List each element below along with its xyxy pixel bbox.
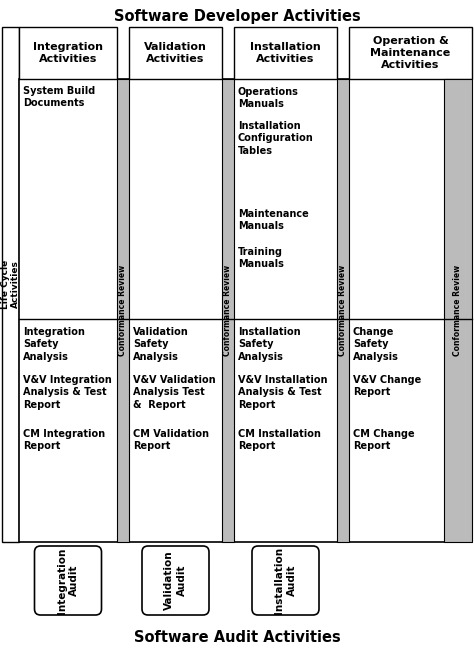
Text: CM Validation
Report: CM Validation Report [133, 429, 209, 451]
Bar [19, 27, 117, 79]
Text: Validation
Audit: Validation Audit [164, 551, 187, 610]
Text: Validation
Activities: Validation Activities [144, 42, 207, 64]
Text: Conformance Review: Conformance Review [224, 265, 233, 356]
Bar [349, 27, 472, 79]
Bar [2, 27, 19, 542]
Text: Life Cycle
Activities: Life Cycle Activities [1, 260, 20, 309]
Text: Installation
Audit: Installation Audit [274, 547, 297, 614]
Text: Installation
Activities: Installation Activities [250, 42, 321, 64]
Bar [234, 27, 337, 79]
Text: Operations
Manuals: Operations Manuals [238, 87, 299, 110]
Text: Integration
Activities: Integration Activities [33, 42, 103, 64]
Bar [337, 79, 349, 542]
FancyBboxPatch shape [252, 546, 319, 615]
Text: V&V Integration
Analysis & Test
Report: V&V Integration Analysis & Test Report [23, 375, 112, 410]
Text: V&V Change
Report: V&V Change Report [353, 375, 421, 398]
Text: Change
Safety
Analysis: Change Safety Analysis [353, 327, 399, 362]
Text: V&V Validation
Analysis Test
&  Report: V&V Validation Analysis Test & Report [133, 375, 216, 410]
Text: CM Integration
Report: CM Integration Report [23, 429, 105, 451]
Bar [19, 79, 472, 542]
Text: Conformance Review: Conformance Review [338, 265, 347, 356]
Text: Operation &
Maintenance
Activities: Operation & Maintenance Activities [370, 36, 451, 70]
Text: Installation
Configuration
Tables: Installation Configuration Tables [238, 121, 314, 156]
Text: Installation
Safety
Analysis: Installation Safety Analysis [238, 327, 301, 362]
Text: V&V Installation
Analysis & Test
Report: V&V Installation Analysis & Test Report [238, 375, 328, 410]
Bar [129, 27, 222, 79]
Bar [222, 79, 234, 542]
Text: Integration
Safety
Analysis: Integration Safety Analysis [23, 327, 85, 362]
Text: Software Developer Activities: Software Developer Activities [114, 8, 360, 23]
Text: CM Installation
Report: CM Installation Report [238, 429, 321, 451]
Text: Conformance Review: Conformance Review [454, 265, 463, 356]
FancyBboxPatch shape [35, 546, 101, 615]
Text: Integration
Audit: Integration Audit [57, 547, 79, 614]
Text: Training
Manuals: Training Manuals [238, 247, 284, 269]
Bar [117, 79, 129, 542]
Text: Software Audit Activities: Software Audit Activities [134, 630, 340, 645]
FancyBboxPatch shape [142, 546, 209, 615]
Bar [444, 79, 472, 542]
Text: Validation
Safety
Analysis: Validation Safety Analysis [133, 327, 189, 362]
Text: CM Change
Report: CM Change Report [353, 429, 415, 451]
Text: Conformance Review: Conformance Review [118, 265, 128, 356]
Text: Maintenance
Manuals: Maintenance Manuals [238, 209, 309, 231]
Text: System Build
Documents: System Build Documents [23, 86, 95, 108]
